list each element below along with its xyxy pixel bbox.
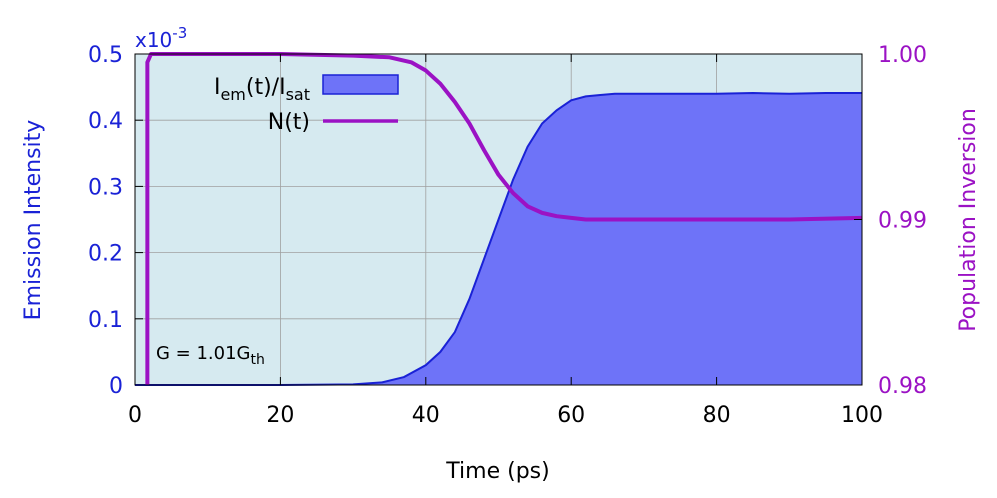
x-tick-label: 80 (703, 403, 731, 428)
emission-line (135, 92, 862, 386)
x-tick-label: 100 (841, 403, 883, 428)
y-tick-label-left: 0.2 (88, 242, 123, 267)
y-tick-label-left: 0.3 (88, 175, 123, 200)
legend-label-inversion: N(t) (268, 110, 310, 135)
y-multiplier: x10-3 (135, 24, 187, 52)
x-tick-label: 40 (412, 403, 440, 428)
y-axis-label-left: Emission Intensity (21, 120, 46, 321)
x-tick-label: 20 (266, 403, 294, 428)
y-tick-label-left: 0 (109, 374, 123, 399)
legend-swatch-emission (322, 74, 399, 95)
legend-label-emission: Iem(t)/Isat (214, 75, 310, 104)
ticks: 0 20 40 60 80 100 0 0.1 0.2 0.3 0.4 0.5 0.98 0.99 1.00 (88, 43, 927, 428)
y-tick-label-left: 0.4 (88, 109, 123, 134)
y-axis-label-right: Population Inversion (956, 108, 981, 332)
y-tick-label-right: 0.99 (878, 209, 927, 234)
legend: Iem(t)/Isat N(t) (214, 74, 399, 135)
emission-area (135, 93, 862, 385)
y-tick-label-right: 1.00 (878, 43, 927, 68)
y-tick-label-left: 0.1 (88, 308, 123, 333)
x-tick-label: 60 (557, 403, 585, 428)
annotation-gain: G = 1.01Gth (156, 343, 265, 368)
y-tick-label-left: 0.5 (88, 43, 123, 68)
y-tick-label-right: 0.98 (878, 374, 927, 399)
x-axis-label: Time (ps) (445, 459, 549, 484)
x-tick-label: 0 (128, 403, 142, 428)
